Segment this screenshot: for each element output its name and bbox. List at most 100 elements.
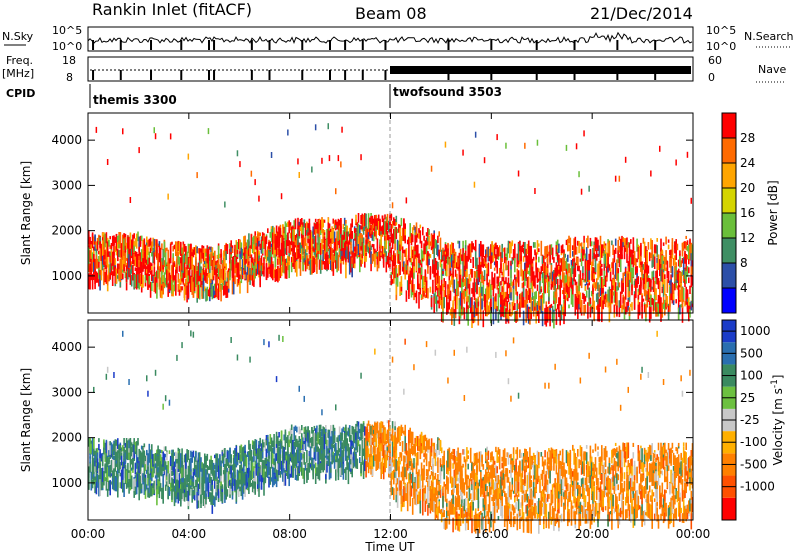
data-cell xyxy=(377,228,380,236)
data-cell xyxy=(648,287,651,298)
data-cell xyxy=(567,238,569,252)
data-cell xyxy=(617,240,619,249)
data-cell xyxy=(505,253,507,257)
data-cell xyxy=(312,256,314,273)
data-cell xyxy=(317,244,319,251)
data-cell xyxy=(111,444,114,454)
data-cell xyxy=(301,248,303,260)
data-cell xyxy=(183,492,186,498)
data-cell xyxy=(417,272,419,277)
data-cell xyxy=(129,471,132,487)
data-cell xyxy=(260,443,263,453)
data-cell xyxy=(240,444,243,462)
data-cell xyxy=(618,300,621,308)
data-cell xyxy=(193,495,196,500)
data-cell xyxy=(115,460,118,464)
data-cell xyxy=(401,227,404,241)
data-cell xyxy=(391,221,394,229)
data-cell xyxy=(259,437,261,447)
data-cell xyxy=(539,271,541,281)
data-cell xyxy=(232,482,235,486)
data-cell xyxy=(456,295,458,310)
data-cell xyxy=(498,282,501,298)
data-cell xyxy=(393,250,395,267)
data-cell xyxy=(486,302,488,317)
data-cell xyxy=(238,452,240,460)
data-cell xyxy=(367,213,370,230)
data-cell xyxy=(529,245,531,250)
data-cell xyxy=(532,256,535,261)
data-cell xyxy=(616,259,618,272)
data-cell xyxy=(137,254,139,266)
data-cell xyxy=(399,240,401,252)
data-cell xyxy=(162,283,164,295)
data-cell xyxy=(498,267,501,278)
data-cell xyxy=(531,266,534,281)
data-cell xyxy=(224,255,226,267)
data-cell xyxy=(433,233,435,243)
data-cell xyxy=(351,231,353,239)
data-cell xyxy=(332,228,335,244)
data-cell xyxy=(130,274,133,287)
data-cell xyxy=(195,257,197,274)
data-cell xyxy=(185,482,187,498)
data-cell xyxy=(414,235,416,252)
data-cell xyxy=(182,255,185,272)
data-cell xyxy=(636,278,638,288)
data-cell xyxy=(690,197,692,204)
data-cell xyxy=(207,483,210,489)
data-cell xyxy=(274,254,277,268)
data-cell xyxy=(637,246,640,260)
data-cell xyxy=(425,250,428,266)
data-cell xyxy=(148,446,151,463)
data-cell xyxy=(151,488,153,497)
data-cell xyxy=(653,296,656,311)
data-cell xyxy=(559,310,561,326)
data-cell xyxy=(256,462,259,472)
data-cell xyxy=(577,285,579,301)
data-cell xyxy=(105,373,108,380)
data-cell xyxy=(524,262,526,270)
data-cell xyxy=(527,240,530,253)
data-cell xyxy=(628,291,631,298)
data-cell xyxy=(268,262,270,267)
data-cell xyxy=(280,193,283,200)
data-cell xyxy=(103,268,105,286)
data-cell xyxy=(488,248,491,262)
data-cell xyxy=(473,246,476,251)
data-cell xyxy=(636,258,638,263)
data-cell xyxy=(618,236,621,241)
data-cell xyxy=(567,263,569,274)
data-cell xyxy=(132,446,134,457)
data-cell xyxy=(147,257,149,266)
data-cell xyxy=(448,258,451,272)
data-cell xyxy=(134,274,137,288)
data-cell xyxy=(122,467,124,480)
data-cell xyxy=(248,241,250,256)
data-cell xyxy=(192,471,195,483)
data-cell xyxy=(240,475,243,485)
data-cell xyxy=(544,308,546,319)
data-cell xyxy=(133,441,135,459)
data-cell xyxy=(198,462,201,479)
data-cell xyxy=(636,273,638,278)
data-cell xyxy=(604,299,607,307)
data-cell xyxy=(192,265,195,278)
data-cell xyxy=(524,142,526,149)
data-cell xyxy=(474,297,477,303)
data-cell xyxy=(89,461,91,473)
data-cell xyxy=(340,219,342,232)
data-cell xyxy=(163,283,166,288)
data-cell xyxy=(111,235,114,247)
data-cell xyxy=(90,275,93,281)
data-cell xyxy=(88,474,90,489)
data-cell xyxy=(497,293,500,311)
data-cell xyxy=(478,265,481,282)
data-cell xyxy=(652,277,655,292)
data-cell xyxy=(110,243,113,248)
data-cell xyxy=(360,244,362,250)
data-cell xyxy=(192,450,195,458)
data-cell xyxy=(104,477,106,482)
data-cell xyxy=(495,254,497,268)
data-cell xyxy=(241,248,244,256)
